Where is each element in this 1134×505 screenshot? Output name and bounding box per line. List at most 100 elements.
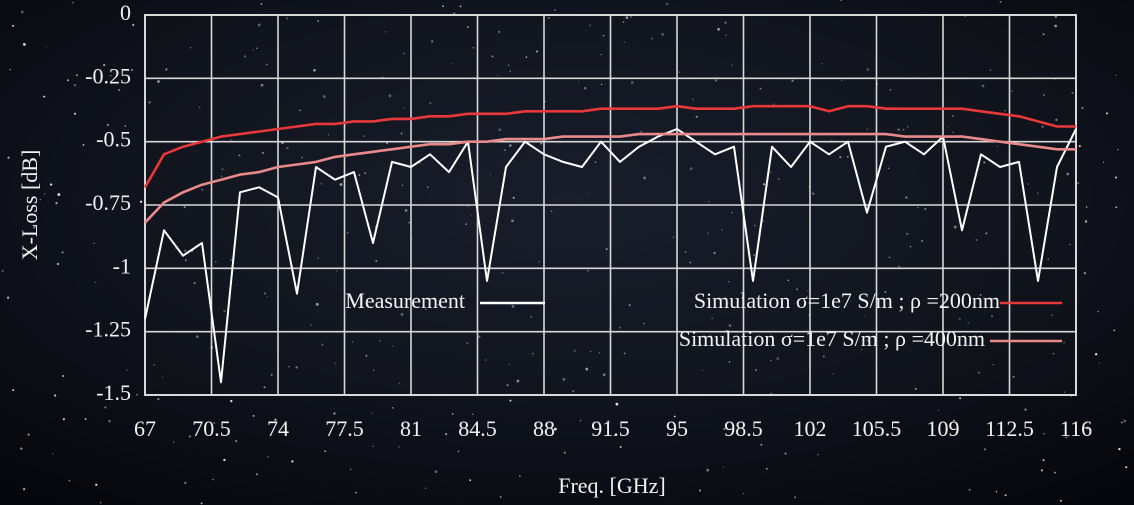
star xyxy=(230,139,232,141)
star xyxy=(299,109,301,112)
star xyxy=(1004,494,1007,497)
star xyxy=(434,470,438,474)
star xyxy=(419,162,421,165)
star xyxy=(866,339,869,342)
star xyxy=(511,219,514,223)
star xyxy=(1,269,4,272)
star xyxy=(914,387,917,391)
star xyxy=(291,460,294,463)
star xyxy=(1059,499,1062,502)
star xyxy=(43,193,46,195)
star xyxy=(753,254,755,256)
star xyxy=(643,176,646,180)
star xyxy=(213,421,216,424)
star xyxy=(1024,408,1027,411)
star xyxy=(212,478,214,481)
star xyxy=(999,0,1002,3)
star xyxy=(106,123,109,126)
star xyxy=(404,209,408,212)
star xyxy=(1121,421,1123,424)
star xyxy=(1113,329,1116,332)
x-tick-label: 116 xyxy=(1060,416,1092,441)
star xyxy=(1011,90,1014,93)
star xyxy=(1085,426,1089,430)
star xyxy=(108,419,111,423)
star xyxy=(695,115,698,118)
star xyxy=(978,371,980,374)
star xyxy=(324,450,327,453)
star xyxy=(466,342,469,345)
star xyxy=(778,178,780,180)
star xyxy=(754,369,757,372)
star xyxy=(684,250,687,253)
legend-label: Simulation σ=1e7 S/m ; ρ =400nm xyxy=(679,326,985,351)
star xyxy=(1052,352,1055,355)
star xyxy=(989,69,992,72)
star xyxy=(103,63,106,67)
star xyxy=(1036,192,1039,195)
star xyxy=(937,409,940,411)
star xyxy=(496,74,499,77)
star xyxy=(153,364,156,366)
star xyxy=(339,183,343,186)
star xyxy=(55,201,58,205)
star xyxy=(402,106,405,109)
star xyxy=(622,21,625,23)
star xyxy=(267,456,270,458)
star xyxy=(650,37,653,40)
star xyxy=(968,488,971,491)
star xyxy=(484,359,487,362)
star xyxy=(188,435,192,438)
star xyxy=(507,64,510,67)
star xyxy=(334,362,337,365)
star xyxy=(398,445,400,448)
star xyxy=(501,271,504,274)
star xyxy=(1069,243,1071,246)
star xyxy=(379,340,381,342)
star xyxy=(1055,118,1058,122)
star xyxy=(553,427,557,431)
star xyxy=(906,232,909,236)
star xyxy=(897,128,900,131)
star xyxy=(587,269,590,272)
star xyxy=(333,412,336,415)
star xyxy=(214,260,217,263)
star xyxy=(512,196,515,199)
x-tick-label: 81 xyxy=(400,416,422,441)
star xyxy=(157,80,160,83)
star xyxy=(230,258,233,261)
star xyxy=(121,387,124,390)
star xyxy=(613,434,616,437)
star xyxy=(336,270,338,272)
star xyxy=(821,63,823,65)
star xyxy=(95,483,98,486)
star xyxy=(131,69,133,71)
star xyxy=(230,399,233,403)
y-tick-label: -1.5 xyxy=(96,380,131,405)
star xyxy=(75,74,78,77)
star xyxy=(20,10,24,14)
star xyxy=(317,20,320,23)
star xyxy=(93,242,96,245)
star xyxy=(508,363,510,366)
star xyxy=(400,313,404,316)
star xyxy=(707,232,709,234)
star xyxy=(424,308,427,311)
star xyxy=(62,374,65,378)
star xyxy=(193,282,196,285)
star xyxy=(491,55,494,58)
star xyxy=(550,210,553,213)
star xyxy=(261,151,265,155)
star xyxy=(184,259,187,262)
star xyxy=(562,377,566,381)
x-tick-label: 88 xyxy=(533,416,555,441)
star xyxy=(429,102,432,104)
star xyxy=(362,135,366,138)
star xyxy=(589,24,592,27)
star xyxy=(20,447,23,450)
star xyxy=(260,3,263,5)
star xyxy=(364,172,367,175)
star xyxy=(317,257,320,260)
star xyxy=(583,86,587,90)
star xyxy=(615,402,619,406)
